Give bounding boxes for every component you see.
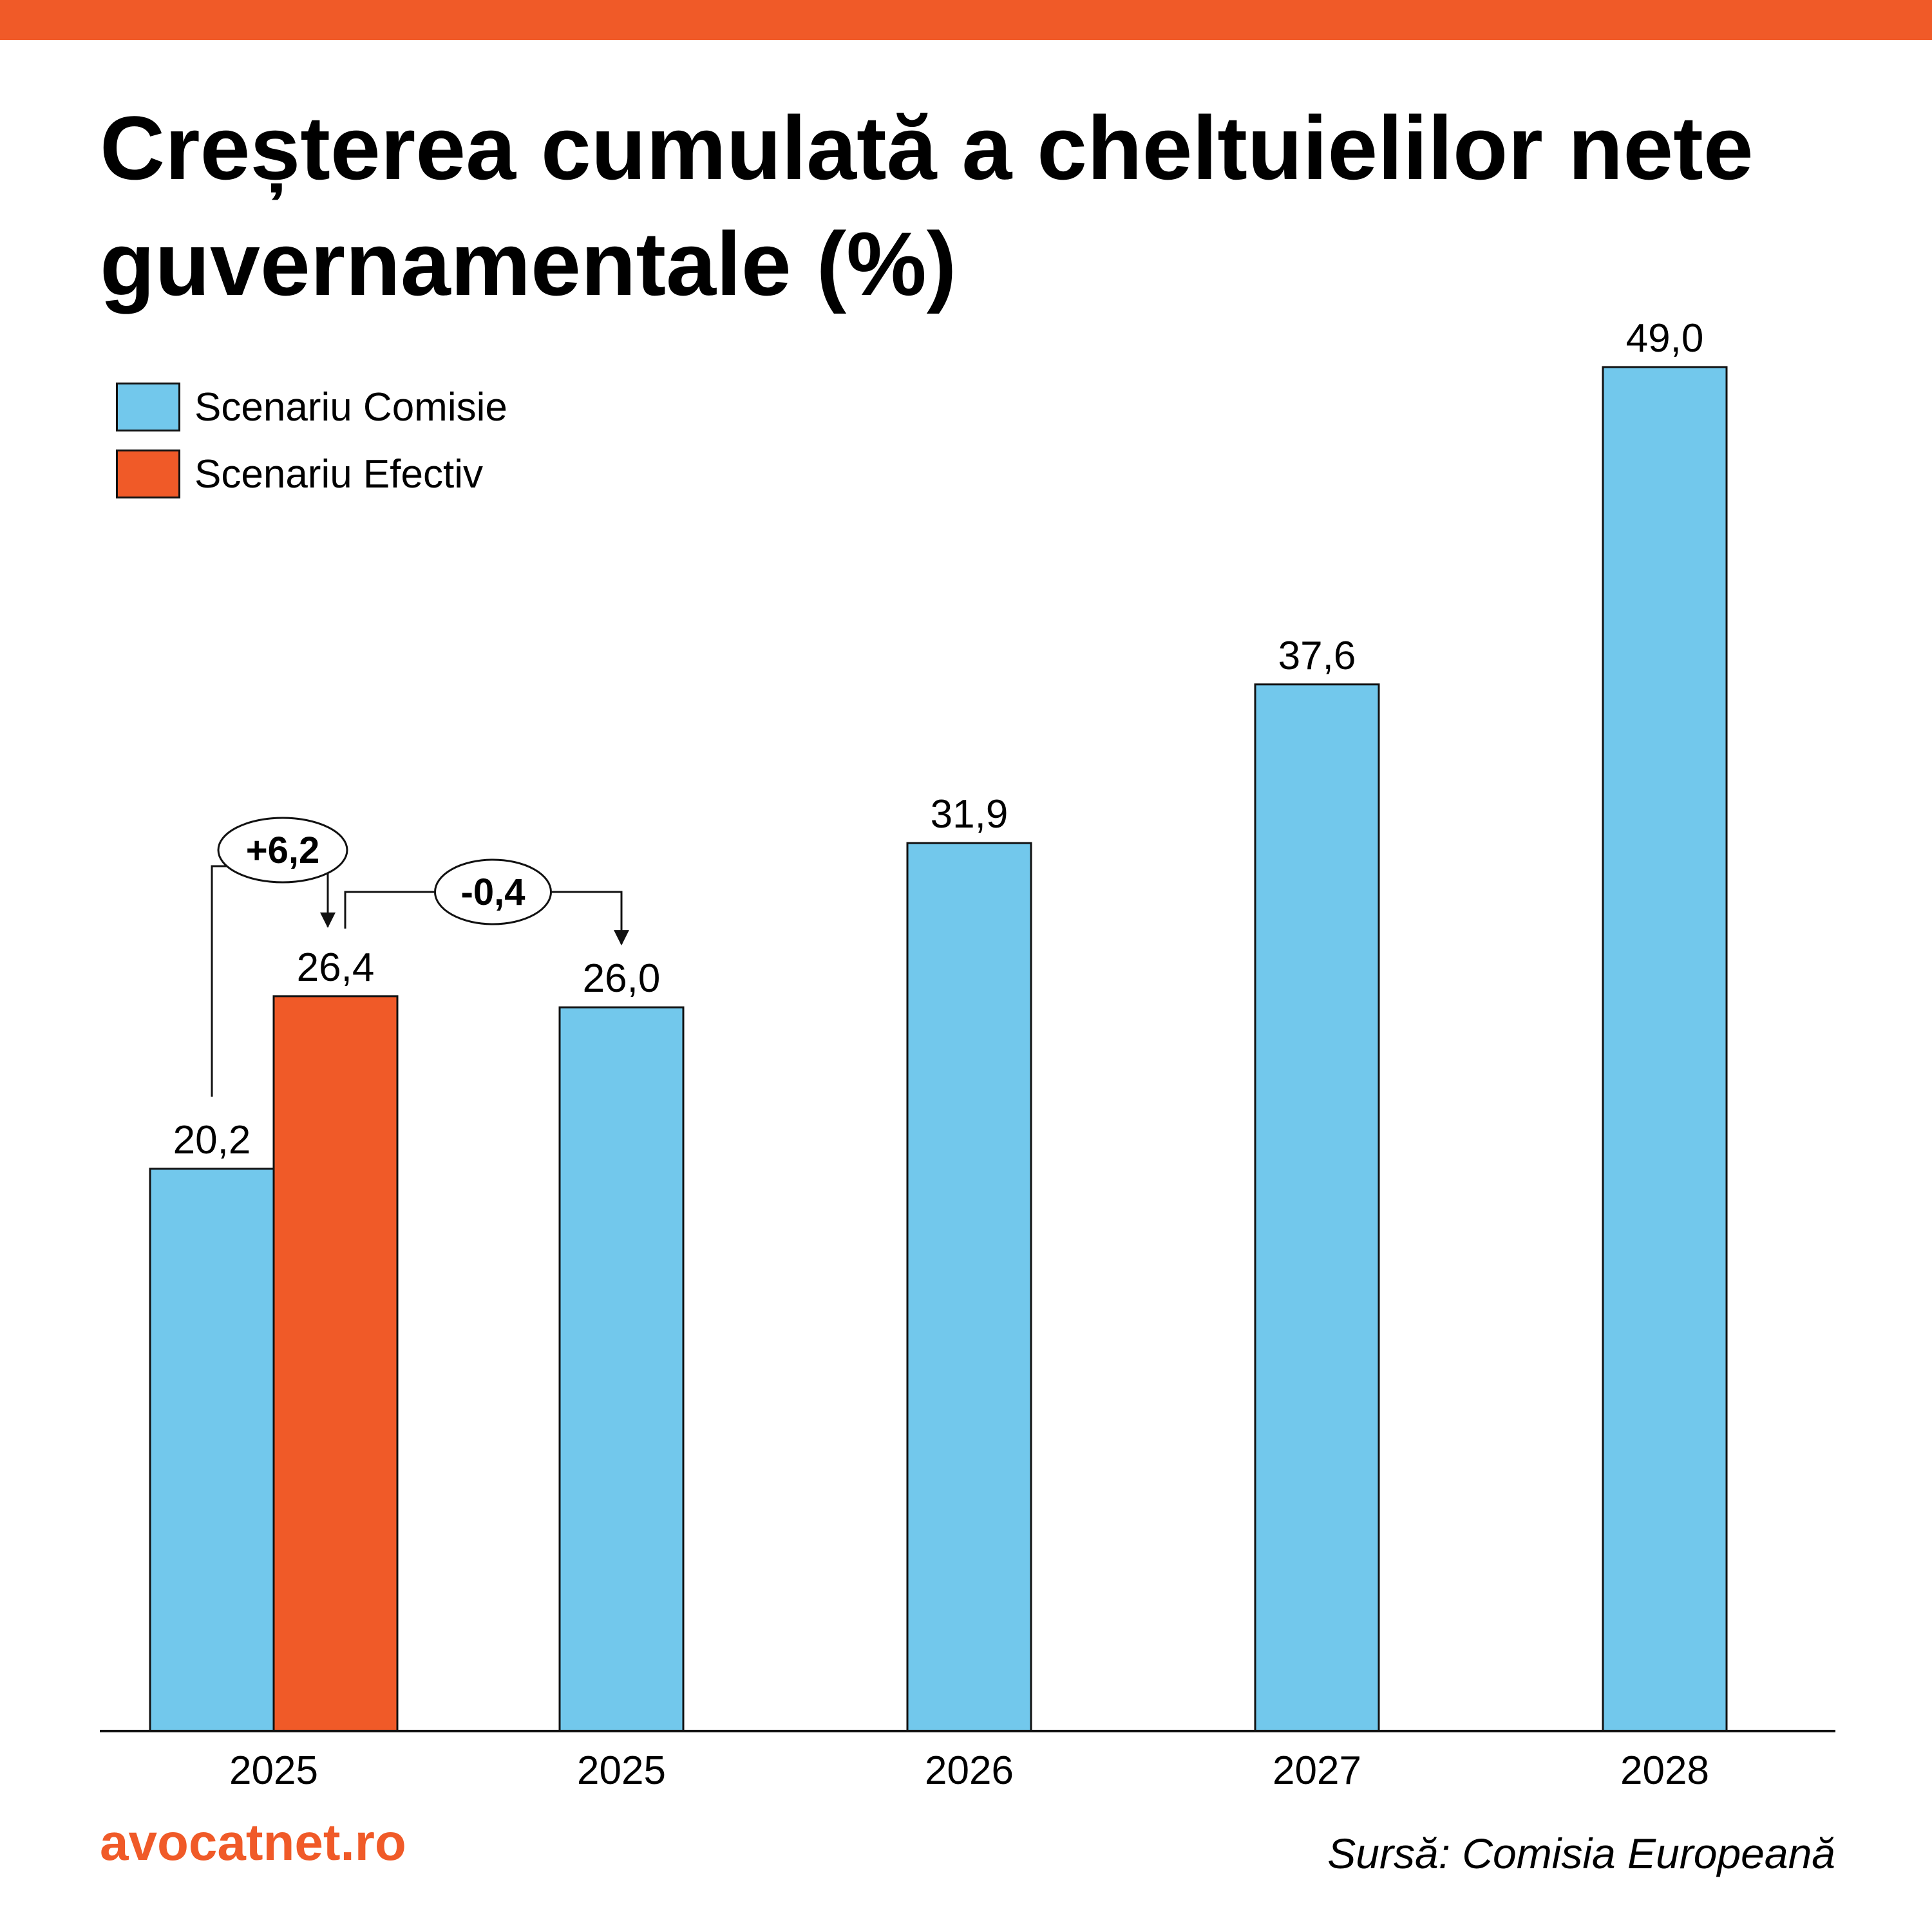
x-tick-label-2: 2026 xyxy=(925,1748,1014,1793)
bar-value-label-0: 20,2 xyxy=(173,1118,251,1162)
bar-value-label-1: 26,4 xyxy=(297,945,375,990)
legend-label-efectiv: Scenariu Efectiv xyxy=(194,451,483,497)
legend-label-comisie: Scenariu Comisie xyxy=(194,384,507,430)
legend-swatch-efectiv xyxy=(116,450,180,498)
top-accent-bar xyxy=(0,0,1932,40)
bar-5 xyxy=(1602,366,1728,1732)
source-note: Sursă: Comisia Europeană xyxy=(1327,1830,1835,1877)
annotation-text-1: +6,2 xyxy=(246,829,320,871)
bar-4 xyxy=(1254,683,1380,1732)
x-tick-label-3: 2027 xyxy=(1273,1748,1361,1793)
x-tick-label-0: 2025 xyxy=(229,1748,318,1793)
bar-chart: 20,2 26,4 26,0 31,9 37,6 49,0 2025 2025 2026 2027… xyxy=(100,316,1835,1793)
annotation-bubble-2 xyxy=(434,858,552,925)
x-tick-label-1: 2025 xyxy=(577,1748,666,1793)
bar-1 xyxy=(272,995,399,1732)
legend-item-efectiv: Scenariu Efectiv xyxy=(116,447,507,501)
annotation-arrow-2 xyxy=(614,930,629,946)
legend-item-comisie: Scenariu Comisie xyxy=(116,380,507,434)
brand-logo-text[interactable]: avocatnet.ro xyxy=(100,1814,406,1871)
bar-value-label-2: 26,0 xyxy=(583,956,661,1001)
bar-value-label-5: 49,0 xyxy=(1626,316,1704,361)
x-tick-label-4: 2028 xyxy=(1620,1748,1709,1793)
bar-value-label-4: 37,6 xyxy=(1278,634,1356,678)
legend-swatch-comisie xyxy=(116,383,180,431)
bar-0 xyxy=(149,1168,275,1732)
annotation-text-2: -0,4 xyxy=(461,871,526,913)
bar-value-label-3: 31,9 xyxy=(931,792,1009,837)
bar-2 xyxy=(558,1006,685,1732)
annotation-arrow-1 xyxy=(320,912,336,928)
legend: Scenariu Comisie Scenariu Efectiv xyxy=(116,380,507,514)
chart-title: Creșterea cumulată a cheltuielilor nete … xyxy=(100,97,1754,314)
annotation-bubble-1 xyxy=(217,817,348,884)
bar-3 xyxy=(906,842,1032,1732)
